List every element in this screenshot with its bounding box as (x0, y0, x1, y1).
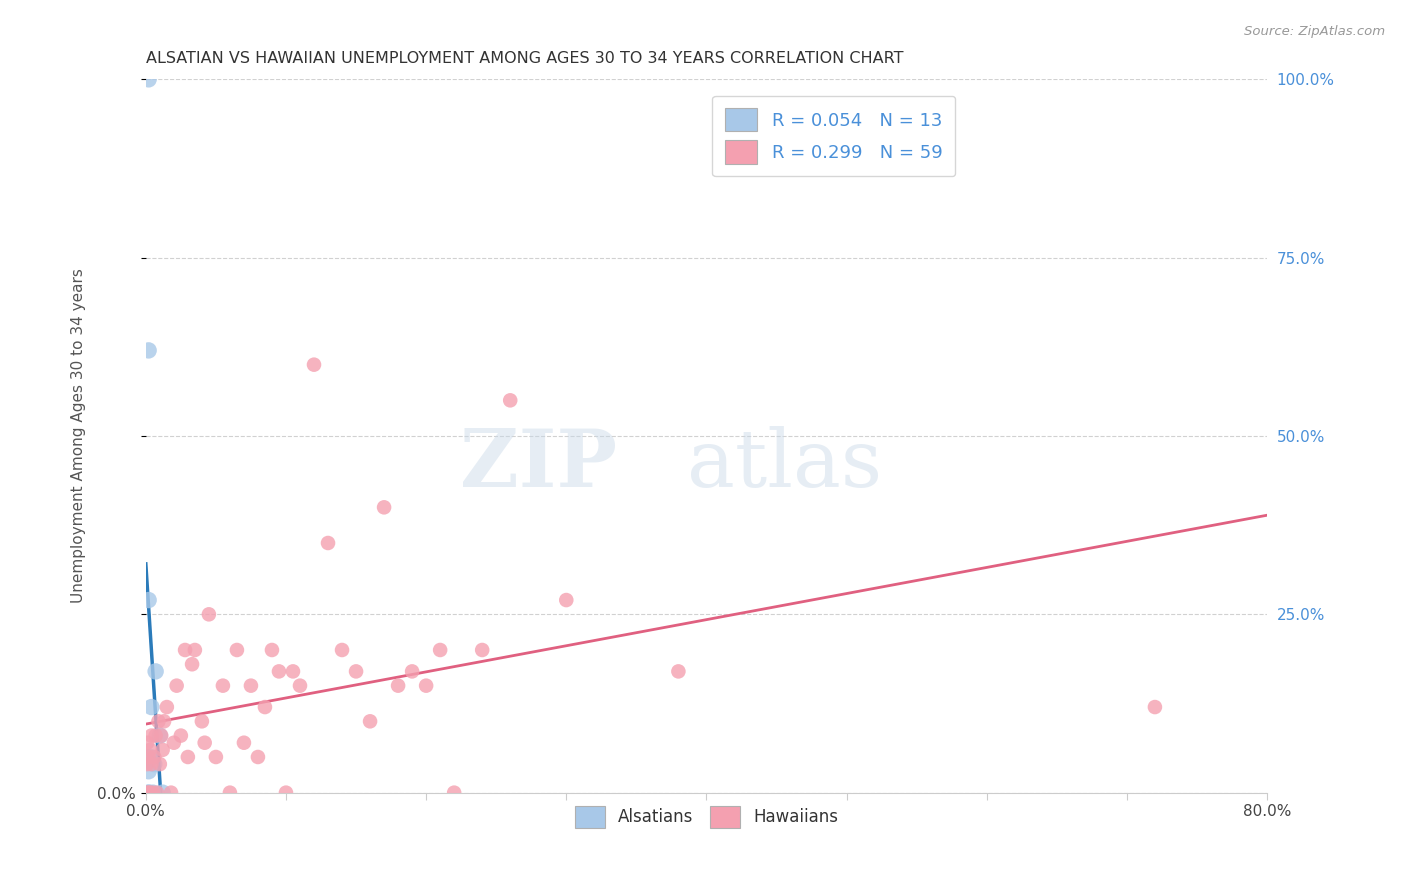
Point (163, 736, 186, 750)
Point (145, 729, 167, 743)
Point (281, 665, 304, 679)
Point (219, 786, 242, 800)
Point (148, 714, 170, 729)
Point (136, 757, 159, 772)
Point (316, 536, 339, 550)
Text: ZIP: ZIP (460, 425, 617, 503)
Point (141, 700, 163, 714)
Point (138, 764, 160, 779)
Text: Source: ZipAtlas.com: Source: ZipAtlas.com (1244, 25, 1385, 38)
Point (415, 679, 437, 693)
Point (344, 665, 367, 679)
Point (177, 750, 200, 764)
Point (166, 679, 188, 693)
Point (232, 736, 254, 750)
Point (138, 750, 160, 764)
Point (260, 643, 283, 657)
Point (138, 786, 160, 800)
Point (146, 786, 169, 800)
Point (253, 700, 276, 714)
Point (1143, 700, 1166, 714)
Point (141, 757, 163, 772)
Point (184, 643, 207, 657)
Point (170, 729, 193, 743)
Point (555, 593, 578, 607)
Point (156, 700, 179, 714)
Point (471, 643, 494, 657)
Point (181, 657, 204, 672)
Point (191, 714, 214, 729)
Point (136, 736, 159, 750)
Point (139, 750, 162, 764)
Point (194, 736, 217, 750)
Point (401, 665, 423, 679)
Point (138, 72, 160, 87)
Point (138, 593, 160, 607)
Point (387, 679, 409, 693)
Point (141, 729, 163, 743)
Point (205, 750, 228, 764)
Point (212, 679, 235, 693)
Point (429, 643, 451, 657)
Point (499, 393, 522, 408)
Point (142, 786, 165, 800)
Point (138, 786, 160, 800)
Point (239, 679, 262, 693)
Point (150, 729, 173, 743)
Point (138, 786, 160, 800)
Point (373, 500, 395, 515)
Text: ALSATIAN VS HAWAIIAN UNEMPLOYMENT AMONG AGES 30 TO 34 YEARS CORRELATION CHART: ALSATIAN VS HAWAIIAN UNEMPLOYMENT AMONG … (146, 51, 903, 66)
Point (443, 786, 465, 800)
Point (136, 786, 159, 800)
Point (139, 743, 162, 757)
Point (139, 786, 162, 800)
Point (330, 643, 353, 657)
Point (153, 714, 176, 729)
Point (288, 679, 311, 693)
Point (160, 786, 183, 800)
Y-axis label: Unemployment Among Ages 30 to 34 years: Unemployment Among Ages 30 to 34 years (72, 268, 86, 604)
Point (226, 643, 249, 657)
Point (143, 750, 166, 764)
Point (152, 743, 174, 757)
Point (145, 665, 167, 679)
Text: atlas: atlas (688, 425, 883, 503)
Point (198, 607, 221, 622)
Point (302, 358, 325, 372)
Point (174, 643, 197, 657)
Point (267, 665, 290, 679)
Point (668, 665, 690, 679)
Point (138, 343, 160, 358)
Point (152, 786, 174, 800)
Point (143, 757, 166, 772)
Point (149, 757, 172, 772)
Point (142, 786, 165, 800)
Point (149, 729, 172, 743)
Point (274, 786, 297, 800)
Point (246, 750, 269, 764)
Point (359, 714, 381, 729)
Legend: Alsatians, Hawaiians: Alsatians, Hawaiians (568, 799, 845, 834)
